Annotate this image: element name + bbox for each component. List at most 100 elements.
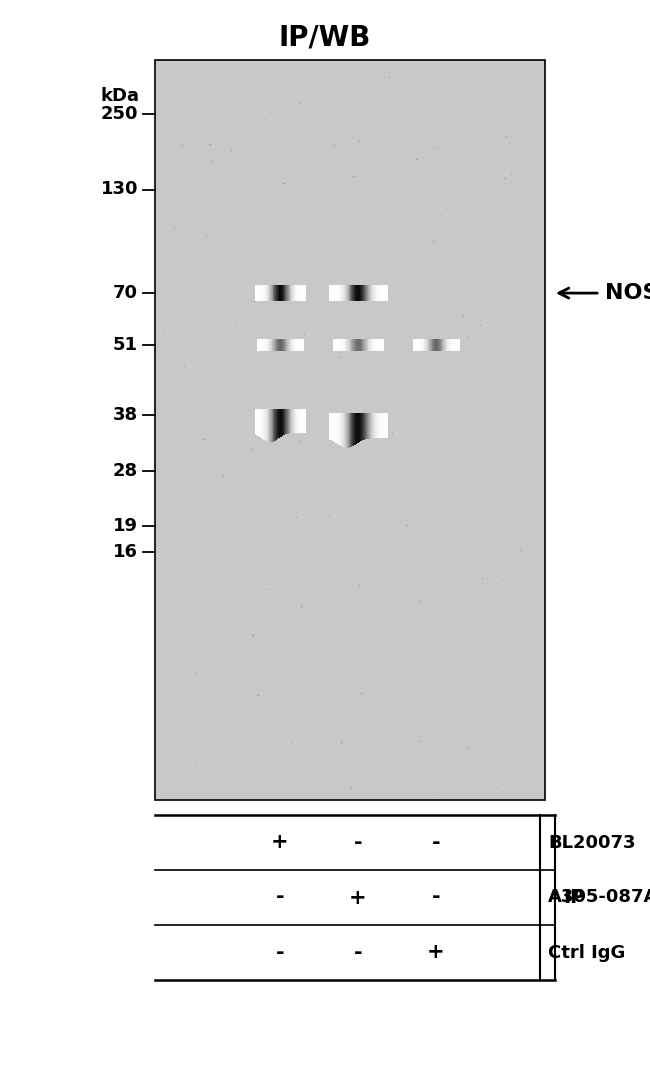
Bar: [450, 340, 452, 351]
Bar: [352, 285, 354, 301]
Bar: [259, 285, 261, 301]
Bar: [447, 340, 448, 351]
Bar: [437, 340, 439, 351]
Bar: [366, 413, 367, 439]
Bar: [349, 340, 350, 351]
Bar: [383, 340, 384, 351]
Bar: [385, 285, 387, 301]
Bar: [372, 413, 373, 438]
Bar: [350, 413, 351, 448]
Bar: [289, 340, 291, 351]
Text: 70: 70: [113, 284, 138, 302]
Text: 250: 250: [101, 105, 138, 123]
Bar: [368, 413, 369, 439]
Bar: [379, 285, 380, 301]
Bar: [430, 340, 431, 351]
Bar: [257, 409, 259, 436]
Bar: [414, 340, 415, 351]
Bar: [364, 413, 365, 439]
Bar: [377, 340, 378, 351]
Bar: [363, 340, 364, 351]
Bar: [281, 285, 282, 301]
Bar: [264, 285, 265, 301]
Bar: [440, 340, 441, 351]
Bar: [302, 285, 304, 301]
Bar: [380, 340, 381, 351]
Bar: [417, 340, 419, 351]
Text: +: +: [427, 942, 445, 963]
Bar: [274, 285, 276, 301]
Bar: [366, 285, 367, 301]
Bar: [257, 340, 258, 351]
Bar: [436, 340, 437, 351]
Bar: [294, 285, 295, 301]
Bar: [303, 285, 304, 301]
Bar: [381, 285, 382, 301]
Bar: [373, 285, 374, 301]
Bar: [268, 340, 269, 351]
Bar: [378, 413, 379, 438]
Bar: [456, 340, 458, 351]
Bar: [269, 409, 270, 442]
Bar: [375, 340, 376, 351]
Bar: [426, 340, 427, 351]
Bar: [302, 409, 303, 433]
Bar: [296, 409, 297, 433]
Bar: [443, 340, 445, 351]
Bar: [346, 413, 348, 448]
Bar: [368, 285, 369, 301]
Bar: [458, 340, 460, 351]
Bar: [291, 409, 292, 433]
Bar: [420, 340, 421, 351]
Bar: [354, 285, 356, 301]
Bar: [296, 340, 298, 351]
Bar: [346, 340, 347, 351]
Bar: [297, 340, 298, 351]
Bar: [276, 409, 278, 440]
Bar: [339, 340, 340, 351]
Bar: [275, 340, 276, 351]
Bar: [375, 413, 376, 438]
Bar: [338, 340, 339, 351]
Bar: [283, 409, 284, 435]
Bar: [296, 340, 297, 351]
Bar: [454, 340, 456, 351]
Bar: [346, 340, 348, 351]
Bar: [266, 285, 268, 301]
Bar: [280, 409, 281, 437]
Bar: [429, 340, 430, 351]
Bar: [335, 340, 336, 351]
Bar: [372, 285, 373, 301]
Bar: [299, 285, 300, 301]
Bar: [358, 413, 359, 442]
Bar: [387, 413, 388, 438]
Bar: [264, 340, 265, 351]
Bar: [300, 285, 301, 301]
Text: BL20073: BL20073: [548, 833, 636, 851]
Bar: [333, 340, 334, 351]
Bar: [456, 340, 457, 351]
Bar: [257, 285, 259, 301]
Bar: [376, 340, 377, 351]
Bar: [278, 285, 279, 301]
Bar: [354, 413, 356, 444]
Bar: [379, 413, 380, 438]
Bar: [380, 413, 381, 438]
Bar: [329, 285, 330, 301]
Bar: [269, 285, 270, 301]
Bar: [337, 413, 338, 443]
Bar: [367, 413, 369, 439]
Bar: [381, 413, 382, 438]
Bar: [363, 285, 365, 301]
Bar: [261, 340, 262, 351]
Bar: [287, 285, 289, 301]
Bar: [155, 60, 545, 800]
Bar: [276, 285, 278, 301]
Bar: [340, 285, 341, 301]
Bar: [276, 340, 277, 351]
Bar: [367, 340, 369, 351]
Bar: [356, 285, 358, 301]
Bar: [293, 340, 294, 351]
Bar: [367, 285, 369, 301]
Text: IP: IP: [563, 888, 584, 907]
